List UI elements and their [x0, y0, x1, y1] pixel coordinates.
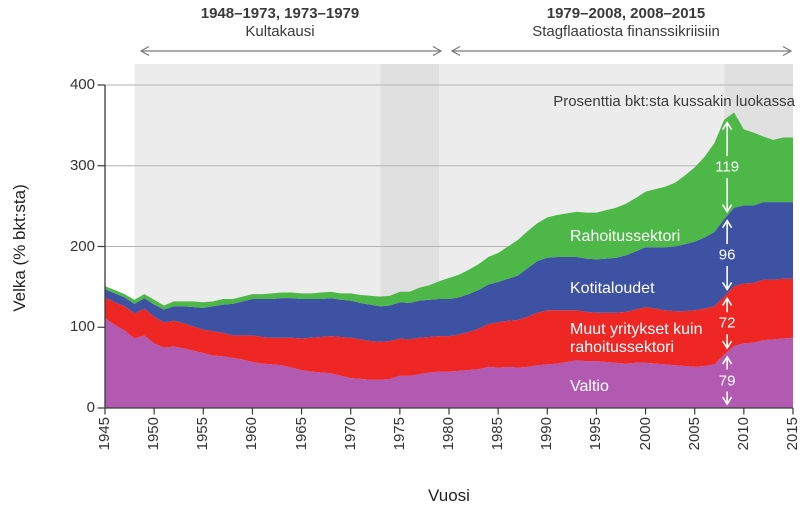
period1-label: Kultakausi: [245, 23, 315, 40]
callout-arrowhead-up-79: [721, 355, 733, 365]
area-valtio: [105, 318, 793, 408]
period1-range: 1948–1973, 1973–1979: [200, 5, 360, 22]
x-tick-label-1975: 1975: [390, 417, 408, 451]
x-tick-label-1950: 1950: [145, 417, 163, 451]
axes-spines-ticks: [97, 84, 794, 415]
callout-arrowhead-down-119: [721, 204, 733, 214]
x-tick-label-1965: 1965: [292, 417, 310, 451]
y-axis-title: Velka (% bkt:sta): [10, 184, 29, 312]
series-label-rahoitussektori: Rahoitussektori: [570, 228, 681, 245]
period-arrows: [139, 45, 793, 57]
inchart-note: Prosenttia bkt:sta kussakin luokassa: [553, 93, 795, 110]
series-label-muut-yritykset: Muut yritykset kuin rahoitussektori: [570, 321, 703, 356]
x-tick-label-2015: 2015: [784, 417, 801, 451]
x-axis-title: Vuosi: [428, 486, 470, 505]
x-tick-label-1960: 1960: [243, 417, 261, 451]
x-tick-label-1945: 1945: [96, 417, 113, 451]
x-tick-label-1995: 1995: [587, 417, 605, 451]
callout-arrowhead-up-72: [721, 296, 733, 306]
y-tick-label-400: 400: [69, 76, 95, 93]
y-tick-label-100: 100: [69, 318, 95, 336]
measure-value-119: 119: [715, 158, 740, 176]
period2-label: Stagflaatiosta finanssikriisiin: [532, 23, 720, 40]
y-tick-label-200: 200: [69, 237, 95, 255]
period-arrow-1-left-head: [139, 45, 150, 57]
period-arrow-1-right-head: [432, 45, 443, 57]
x-tick-label-2000: 2000: [636, 417, 654, 451]
period2-range: 1979–2008, 2008–2015: [546, 5, 706, 22]
measure-value-96: 96: [718, 246, 736, 264]
area-muut: [105, 278, 793, 380]
series-label-valtio: Valtio: [570, 378, 609, 395]
area-rahoitus: [105, 112, 793, 310]
period-annotation-2: 1979–2008, 2008–2015 Stagflaatiosta fina…: [466, 5, 786, 41]
x-tick-label-2005: 2005: [685, 417, 703, 451]
x-tick-label-1955: 1955: [194, 417, 212, 451]
measure-value-72: 72: [718, 314, 736, 332]
x-tick-label-1970: 1970: [341, 417, 359, 451]
y-tick-label-300: 300: [69, 156, 95, 174]
measure-value-79: 79: [718, 372, 736, 390]
series-label-kotitaloudet: Kotitaloudet: [570, 280, 655, 297]
callout-arrowhead-down-79: [721, 396, 733, 406]
period-annotation-1: 1948–1973, 1973–1979 Kultakausi: [120, 5, 440, 41]
x-tick-label-2010: 2010: [734, 417, 752, 451]
area-kotitaloudet: [105, 202, 793, 342]
x-tick-label-1980: 1980: [440, 417, 457, 451]
x-tick-label-1985: 1985: [489, 417, 507, 451]
x-tick-label-1990: 1990: [538, 417, 556, 451]
y-tick-label-0: 0: [86, 399, 95, 416]
callout-arrowhead-up-96: [721, 219, 733, 229]
period-arrow-2-right-head: [782, 45, 793, 57]
callout-arrowhead-down-96: [721, 281, 733, 291]
period-arrow-2-left-head: [450, 45, 461, 57]
callout-arrowhead-down-72: [721, 340, 733, 350]
callout-arrows: [721, 121, 733, 406]
callout-arrowhead-up-119: [721, 121, 733, 130]
